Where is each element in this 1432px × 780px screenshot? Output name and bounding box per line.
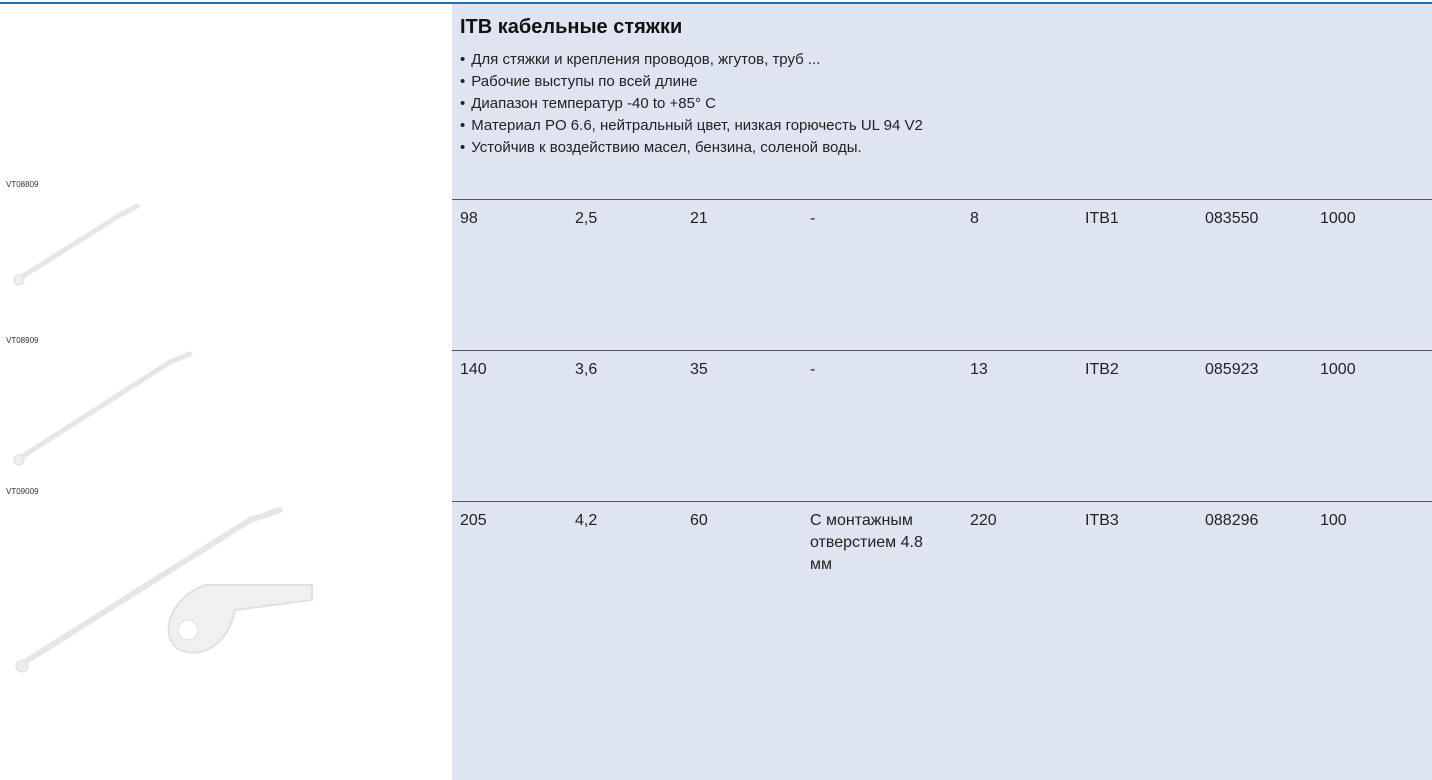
table-cell: 220 [970,512,997,529]
product-images [13,203,313,673]
product-panel: ITB кабельные стяжки Для стяжки и крепле… [452,4,1432,780]
table-cell: - [810,361,816,378]
table-cell: 35 [690,361,708,378]
image-code: VT08909 [6,336,39,345]
feature-list: Для стяжки и крепления проводов, жгутов,… [460,49,923,159]
table-cell: 205 [460,512,487,529]
table-cell: 140 [460,361,487,378]
table-cell: ITB3 [1085,512,1119,529]
bullet-item: Устойчив к воздействию масел, бензина, с… [460,137,923,159]
table-cell: 13 [970,361,988,378]
table-cell: 088296 [1205,512,1259,529]
table-cell: 60 [690,512,708,529]
table-row: 205 4,2 60 С монтажным отверстием 4.8 мм 220… [452,501,1432,642]
table-cell: 100 [1320,512,1347,529]
tie-3 [15,507,313,673]
table-cell: 3,6 [575,361,598,378]
bullet-item: Материал PO 6.6, нейтральный цвет, низка… [460,115,923,137]
table-cell: 21 [690,210,708,227]
top-rule [0,2,1432,4]
table-cell: 98 [460,210,478,227]
section-title: ITB кабельные стяжки [460,16,683,38]
table-row: 140 3,6 35 - 13 ITB2 085923 1000 [452,350,1432,491]
table-cell: - [810,210,816,227]
image-code: VT09009 [6,487,39,496]
table-cell: 4,2 [575,512,598,529]
tie-2 [13,351,193,466]
image-code: VT08809 [6,180,39,189]
table-cell: 085923 [1205,361,1259,378]
table-cell: 1000 [1320,361,1356,378]
tie-1 [13,203,140,286]
table-cell: 083550 [1205,210,1259,227]
table-cell: ITB2 [1085,361,1119,378]
table-cell: 1000 [1320,210,1356,227]
bullet-item: Для стяжки и крепления проводов, жгутов,… [460,49,923,71]
bullet-item: Рабочие выступы по всей длине [460,71,923,93]
table-row: 98 2,5 21 - 8 ITB1 083550 1000 [452,199,1432,340]
table-cell: С монтажным отверстием 4.8 мм [810,512,923,573]
table-cell: 8 [970,210,979,227]
bullet-item: Диапазон температур -40 to +85° C [460,93,923,115]
table-cell: 2,5 [575,210,598,227]
table-cell: ITB1 [1085,210,1119,227]
